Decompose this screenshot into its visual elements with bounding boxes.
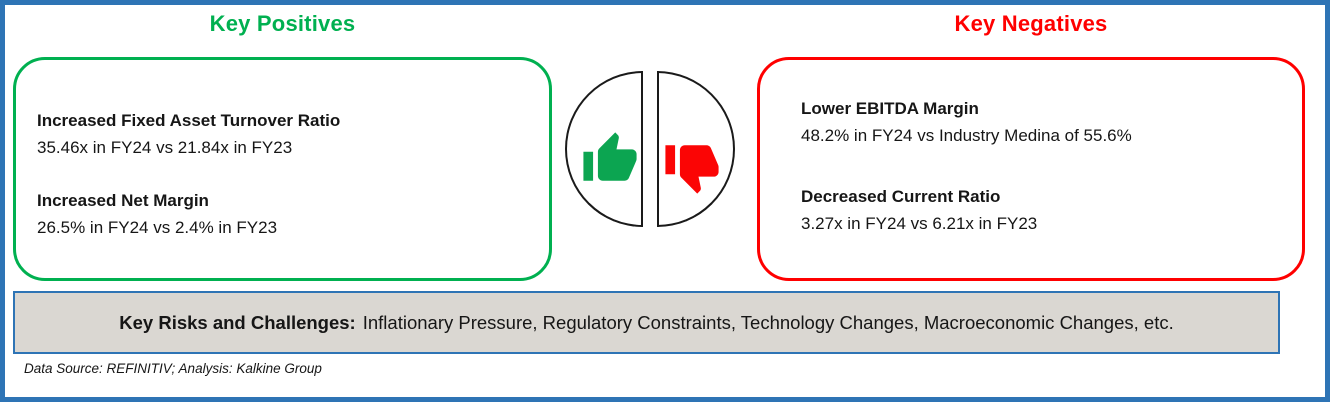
negative-item-heading: Decreased Current Ratio [801, 187, 1001, 206]
positive-item-detail: 26.5% in FY24 vs 2.4% in FY23 [37, 218, 278, 237]
thumbs-down-icon [665, 145, 719, 194]
positive-item-heading: Increased Fixed Asset Turnover Ratio [37, 111, 341, 130]
thumbs-up-icon [583, 132, 637, 181]
positive-item-heading: Increased Net Margin [37, 191, 209, 210]
negative-item-detail: 3.27x in FY24 vs 6.21x in FY23 [801, 214, 1038, 233]
key-risks-bar: Key Risks and Challenges: Inflationary P… [13, 291, 1280, 354]
key-risks-text: Inflationary Pressure, Regulatory Constr… [362, 311, 1174, 333]
key-positives-title: Key Positives [209, 11, 356, 36]
positive-item: Increased Fixed Asset Turnover Ratio 35.… [37, 107, 531, 161]
negative-item: Decreased Current Ratio 3.27x in FY24 vs… [801, 183, 1284, 237]
positive-item-detail: 35.46x in FY24 vs 21.84x in FY23 [37, 138, 293, 157]
positive-item: Increased Net Margin 26.5% in FY24 vs 2.… [37, 187, 531, 241]
key-positives-box: Increased Fixed Asset Turnover Ratio 35.… [13, 57, 552, 281]
key-risks-label: Key Risks and Challenges: [119, 311, 356, 333]
negative-item-heading: Lower EBITDA Margin [801, 99, 979, 118]
thumbs-down-semicircle [657, 71, 735, 227]
thumbs-up-semicircle [565, 71, 643, 227]
key-negatives-title: Key Negatives [954, 11, 1108, 36]
key-negatives-box: Lower EBITDA Margin 48.2% in FY24 vs Ind… [757, 57, 1305, 281]
thumbs-split-circle-graphic [565, 71, 735, 227]
negative-item-detail: 48.2% in FY24 vs Industry Medina of 55.6… [801, 126, 1132, 145]
data-source-note: Data Source: REFINITIV; Analysis: Kalkin… [24, 361, 322, 376]
negative-item: Lower EBITDA Margin 48.2% in FY24 vs Ind… [801, 95, 1284, 149]
